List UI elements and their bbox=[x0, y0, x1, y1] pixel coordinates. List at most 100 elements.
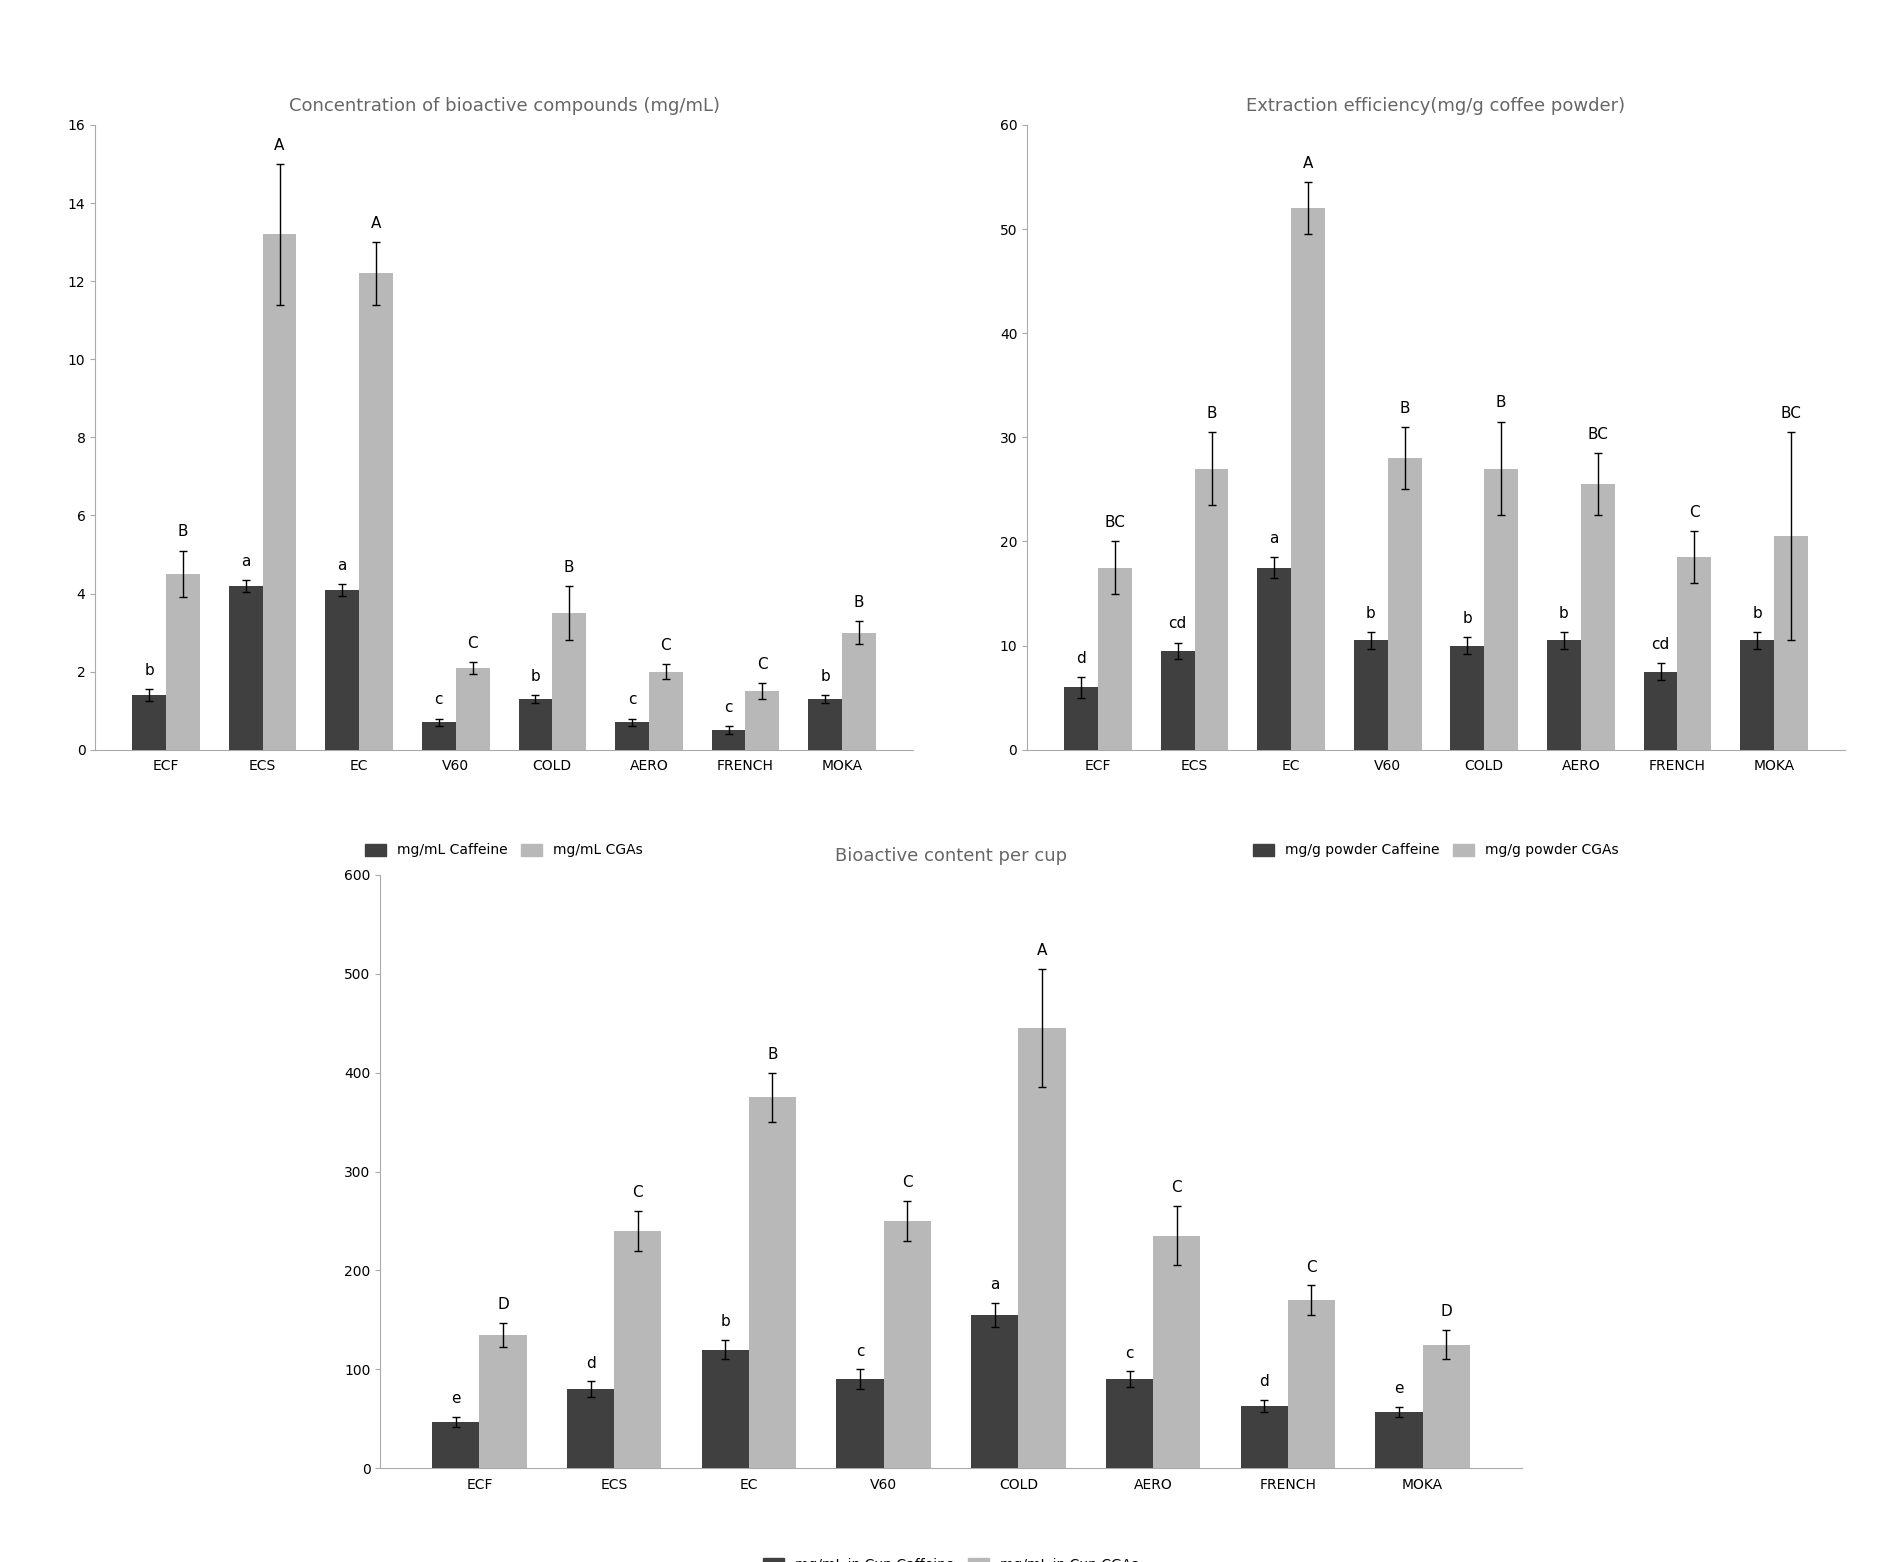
Bar bbox=[1375, 1412, 1423, 1468]
Bar bbox=[359, 273, 394, 750]
Text: B: B bbox=[565, 559, 574, 575]
Text: a: a bbox=[991, 1278, 999, 1292]
Bar bbox=[884, 1221, 930, 1468]
Text: A: A bbox=[1037, 943, 1048, 958]
Legend: mg/mL in Cup Caffeine, mg/mL in Cup CGAs: mg/mL in Cup Caffeine, mg/mL in Cup CGAs bbox=[757, 1553, 1145, 1562]
Bar bbox=[1291, 208, 1326, 750]
Text: d: d bbox=[1259, 1375, 1269, 1389]
Bar bbox=[1105, 1379, 1153, 1468]
Bar bbox=[1354, 640, 1388, 750]
Text: d: d bbox=[586, 1356, 595, 1370]
Text: b: b bbox=[820, 669, 829, 684]
Text: D: D bbox=[1440, 1304, 1451, 1318]
Bar bbox=[133, 695, 165, 750]
Text: e: e bbox=[451, 1392, 460, 1406]
Bar bbox=[649, 672, 683, 750]
Bar bbox=[1546, 640, 1581, 750]
Text: A: A bbox=[1303, 156, 1312, 170]
Bar bbox=[711, 731, 746, 750]
Bar bbox=[519, 700, 552, 750]
Text: c: c bbox=[1126, 1345, 1134, 1361]
Text: b: b bbox=[1752, 606, 1761, 620]
Bar bbox=[614, 722, 649, 750]
Bar bbox=[567, 1389, 614, 1468]
Bar bbox=[262, 234, 297, 750]
Bar bbox=[456, 669, 489, 750]
Title: Concentration of bioactive compounds (mg/mL): Concentration of bioactive compounds (mg… bbox=[289, 97, 719, 116]
Bar bbox=[1160, 651, 1194, 750]
Text: b: b bbox=[531, 669, 540, 684]
Bar bbox=[432, 1421, 479, 1468]
Text: a: a bbox=[242, 553, 251, 569]
Bar bbox=[1740, 640, 1775, 750]
Bar bbox=[1194, 469, 1229, 750]
Title: Bioactive content per cup: Bioactive content per cup bbox=[835, 847, 1067, 865]
Title: Extraction efficiency(mg/g coffee powder): Extraction efficiency(mg/g coffee powder… bbox=[1246, 97, 1626, 116]
Text: B: B bbox=[1497, 395, 1506, 411]
Bar bbox=[1018, 1028, 1065, 1468]
Text: c: c bbox=[628, 692, 637, 708]
Bar bbox=[972, 1315, 1018, 1468]
Text: C: C bbox=[468, 636, 477, 651]
Text: C: C bbox=[1307, 1259, 1316, 1275]
Bar bbox=[1240, 1406, 1288, 1468]
Text: B: B bbox=[1206, 406, 1217, 420]
Text: C: C bbox=[902, 1176, 913, 1190]
Bar bbox=[1678, 558, 1712, 750]
Bar bbox=[422, 722, 456, 750]
Text: C: C bbox=[1689, 505, 1700, 520]
Bar bbox=[1643, 672, 1678, 750]
Bar bbox=[228, 586, 262, 750]
Bar bbox=[1388, 458, 1421, 750]
Bar bbox=[702, 1350, 749, 1468]
Bar bbox=[749, 1098, 797, 1468]
Text: b: b bbox=[145, 662, 154, 678]
Text: B: B bbox=[1400, 401, 1409, 415]
Text: b: b bbox=[1560, 606, 1569, 620]
Bar bbox=[325, 590, 359, 750]
Bar bbox=[837, 1379, 884, 1468]
Bar bbox=[1257, 567, 1291, 750]
Bar bbox=[1097, 567, 1132, 750]
Text: c: c bbox=[856, 1343, 864, 1359]
Text: BC: BC bbox=[1105, 515, 1126, 530]
Bar bbox=[1288, 1300, 1335, 1468]
Text: D: D bbox=[496, 1296, 510, 1312]
Text: C: C bbox=[1172, 1181, 1181, 1195]
Text: c: c bbox=[725, 700, 732, 715]
Bar bbox=[1484, 469, 1518, 750]
Text: B: B bbox=[854, 595, 864, 609]
Bar bbox=[1451, 645, 1484, 750]
Bar bbox=[1775, 536, 1807, 750]
Text: B: B bbox=[767, 1047, 778, 1062]
Bar bbox=[808, 700, 843, 750]
Text: b: b bbox=[721, 1314, 730, 1329]
Bar bbox=[1153, 1236, 1200, 1468]
Text: a: a bbox=[1271, 531, 1278, 545]
Text: B: B bbox=[177, 525, 188, 539]
Text: b: b bbox=[1463, 611, 1472, 626]
Bar bbox=[1065, 687, 1097, 750]
Text: A: A bbox=[274, 137, 285, 153]
Bar bbox=[479, 1334, 527, 1468]
Bar bbox=[1581, 484, 1615, 750]
Legend: mg/g powder Caffeine, mg/g powder CGAs: mg/g powder Caffeine, mg/g powder CGAs bbox=[1248, 837, 1624, 864]
Text: A: A bbox=[371, 216, 380, 231]
Bar bbox=[165, 575, 200, 750]
Text: c: c bbox=[434, 692, 443, 708]
Legend: mg/mL Caffeine, mg/mL CGAs: mg/mL Caffeine, mg/mL CGAs bbox=[359, 837, 649, 864]
Text: C: C bbox=[633, 1186, 643, 1200]
Bar bbox=[614, 1231, 662, 1468]
Text: BC: BC bbox=[1780, 406, 1801, 420]
Text: C: C bbox=[757, 658, 768, 672]
Text: cd: cd bbox=[1651, 637, 1670, 651]
Text: b: b bbox=[1366, 606, 1375, 620]
Bar bbox=[843, 633, 875, 750]
Bar bbox=[1423, 1345, 1470, 1468]
Text: BC: BC bbox=[1588, 426, 1609, 442]
Text: C: C bbox=[660, 637, 671, 653]
Text: e: e bbox=[1394, 1381, 1404, 1396]
Text: d: d bbox=[1077, 651, 1086, 665]
Text: a: a bbox=[339, 558, 346, 573]
Text: cd: cd bbox=[1168, 617, 1187, 631]
